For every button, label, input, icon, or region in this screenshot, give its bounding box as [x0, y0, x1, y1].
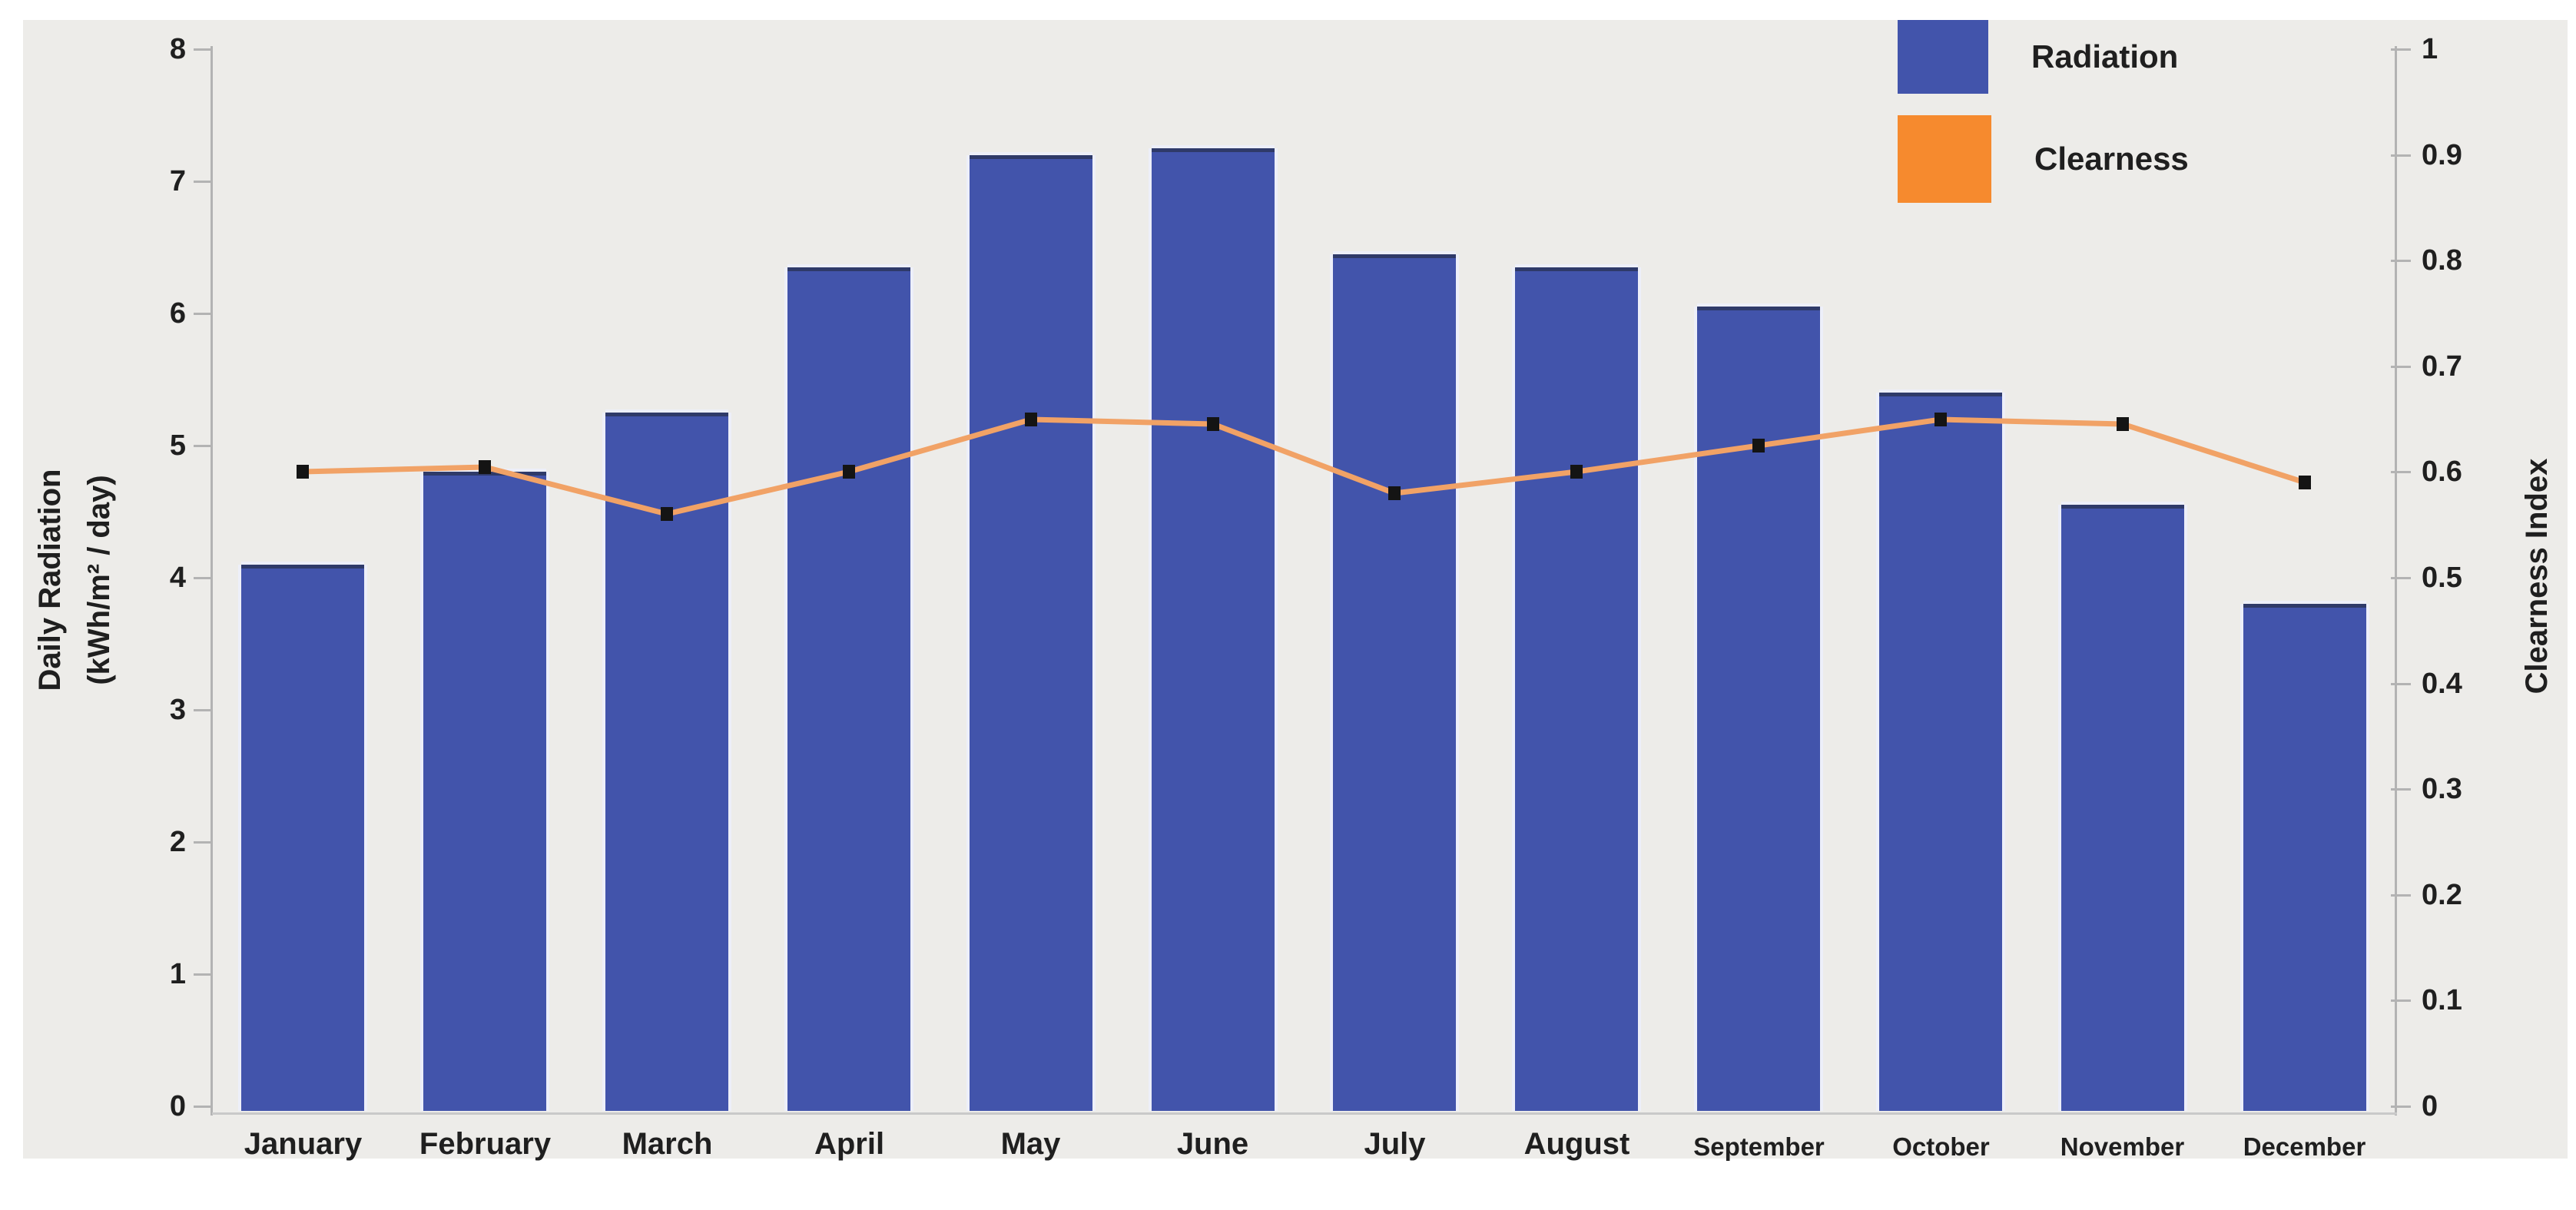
x-label-april: April — [814, 1127, 885, 1161]
right-axis-tick-label-0.5: 0.5 — [2422, 562, 2462, 594]
right-axis-title: Clearness Index — [2520, 458, 2554, 695]
right-axis-tick-mark — [2391, 260, 2411, 262]
left-axis-title-line1: Daily Radiation — [33, 469, 67, 691]
left-axis-tick-label-6: 6 — [169, 297, 186, 330]
x-label-june: June — [1176, 1127, 1249, 1161]
legend-label-radiation: Radiation — [2031, 38, 2179, 75]
bar-december — [2243, 604, 2366, 1111]
right-axis-tick-label-0.6: 0.6 — [2422, 456, 2462, 488]
right-axis-tick-label-0.7: 0.7 — [2422, 350, 2462, 383]
right-axis-tick-mark — [2391, 999, 2411, 1002]
left-axis-tick-label-3: 3 — [169, 694, 186, 726]
right-axis-tick-mark — [2391, 366, 2411, 368]
right-axis-line — [2395, 46, 2397, 1116]
right-axis-tick-mark — [2391, 683, 2411, 685]
legend-swatch-clearness — [1898, 115, 1991, 203]
right-axis-tick-mark — [2391, 48, 2411, 51]
left-axis-tick-mark — [194, 48, 212, 51]
legend-swatch-radiation — [1898, 20, 1988, 94]
left-axis-tick-mark — [194, 445, 212, 447]
right-axis-tick-label-0.2: 0.2 — [2422, 879, 2462, 911]
right-axis-tick-mark — [2391, 894, 2411, 897]
left-axis-title: Daily Radiation (kWh/m² / day) — [25, 234, 125, 926]
left-axis-tick-mark — [194, 709, 212, 711]
legend-item-clearness: Clearness — [1898, 115, 2189, 203]
bar-january — [241, 565, 364, 1111]
left-axis-tick-label-1: 1 — [169, 958, 186, 990]
bar-november — [2061, 505, 2184, 1111]
legend-label-clearness: Clearness — [2034, 141, 2189, 177]
bar-august — [1515, 267, 1638, 1111]
right-axis-tick-mark — [2391, 1106, 2411, 1108]
left-axis-tick-mark — [194, 1106, 212, 1108]
right-axis-tick-label-0.9: 0.9 — [2422, 139, 2462, 171]
x-label-january: January — [244, 1127, 363, 1161]
left-axis-tick-label-5: 5 — [169, 429, 186, 462]
right-axis-tick-mark — [2391, 577, 2411, 579]
left-axis-tick-label-0: 0 — [169, 1090, 186, 1122]
right-axis-tick-mark — [2391, 471, 2411, 473]
left-axis-tick-label-4: 4 — [169, 562, 186, 594]
x-label-october: October — [1892, 1132, 1990, 1161]
bar-october — [1879, 393, 2002, 1111]
left-axis-title-line2: (kWh/m² / day) — [82, 475, 116, 685]
left-axis-tick-label-8: 8 — [169, 33, 186, 65]
right-axis-tick-mark — [2391, 154, 2411, 157]
right-axis-tick-mark — [2391, 788, 2411, 791]
left-axis-tick-label-2: 2 — [169, 826, 186, 858]
bar-march — [605, 413, 728, 1111]
bar-june — [1152, 148, 1275, 1111]
legend-item-radiation: Radiation — [1898, 20, 2178, 94]
left-axis-tick-mark — [194, 577, 212, 579]
x-label-september: September — [1693, 1132, 1825, 1161]
bar-may — [970, 155, 1092, 1111]
bar-july — [1333, 254, 1456, 1111]
x-label-march: March — [622, 1127, 713, 1161]
right-axis-tick-label-1: 1 — [2422, 33, 2438, 65]
bar-february — [423, 472, 546, 1111]
right-axis-tick-label-0.3: 0.3 — [2422, 773, 2462, 805]
left-axis-tick-mark — [194, 973, 212, 976]
x-label-august: August — [1523, 1127, 1630, 1161]
left-axis-tick-mark — [194, 841, 212, 844]
left-axis-line — [211, 46, 213, 1116]
left-axis-tick-mark — [194, 181, 212, 183]
x-label-november: November — [2060, 1132, 2185, 1161]
x-label-july: July — [1364, 1127, 1426, 1161]
x-label-december: December — [2243, 1132, 2366, 1161]
bar-april — [787, 267, 910, 1111]
x-label-february: February — [419, 1127, 552, 1161]
right-axis-tick-label-0.1: 0.1 — [2422, 984, 2462, 1016]
right-axis-tick-label-0.8: 0.8 — [2422, 244, 2462, 277]
left-axis-tick-mark — [194, 313, 212, 315]
x-label-may: May — [1000, 1127, 1061, 1161]
bar-september — [1697, 307, 1820, 1111]
right-axis-tick-label-0.4: 0.4 — [2422, 668, 2462, 700]
x-axis-baseline — [212, 1112, 2397, 1115]
left-axis-tick-label-7: 7 — [169, 165, 186, 197]
right-axis-tick-label-0: 0 — [2422, 1090, 2438, 1122]
